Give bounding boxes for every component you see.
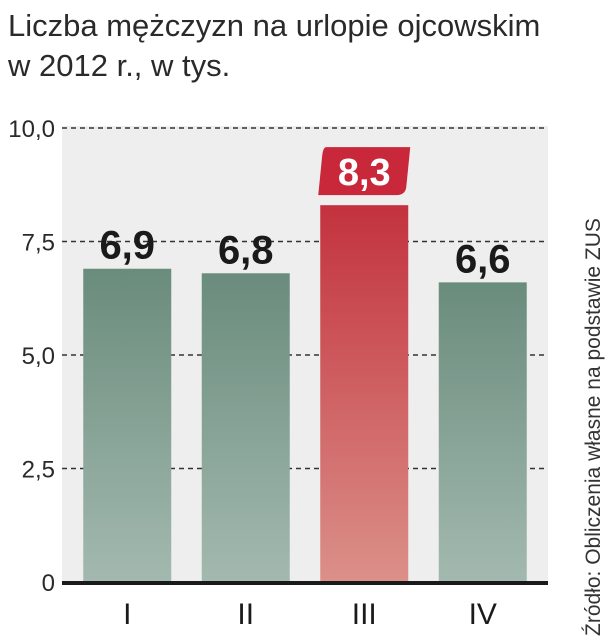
bar-II [201, 273, 290, 582]
y-tick-label: 2,5 [22, 457, 55, 484]
x-tick-label: III [352, 598, 377, 631]
data-label: 8,3 [338, 152, 391, 194]
y-tick-label: 7,5 [22, 230, 55, 257]
data-label: 6,9 [99, 224, 155, 268]
bar-III [320, 205, 409, 582]
y-tick-label: 10,0 [8, 116, 55, 143]
data-label: 6,8 [218, 228, 274, 272]
y-tick-label: 5,0 [22, 343, 55, 370]
y-tick-label: 0 [42, 570, 55, 597]
x-tick-label: I [123, 598, 131, 631]
highlight-badge [318, 147, 411, 196]
chart-title: Liczba mężczyzn na urlopie ojcowskim w 2… [8, 8, 541, 83]
bar-IV [438, 282, 527, 582]
bar-I [83, 268, 172, 582]
x-tick-label: IV [469, 598, 497, 631]
source-note: Źródło: Obliczenia własne na podstawie Z… [582, 218, 605, 636]
data-label: 6,6 [455, 237, 511, 281]
x-tick-label: II [237, 598, 254, 631]
